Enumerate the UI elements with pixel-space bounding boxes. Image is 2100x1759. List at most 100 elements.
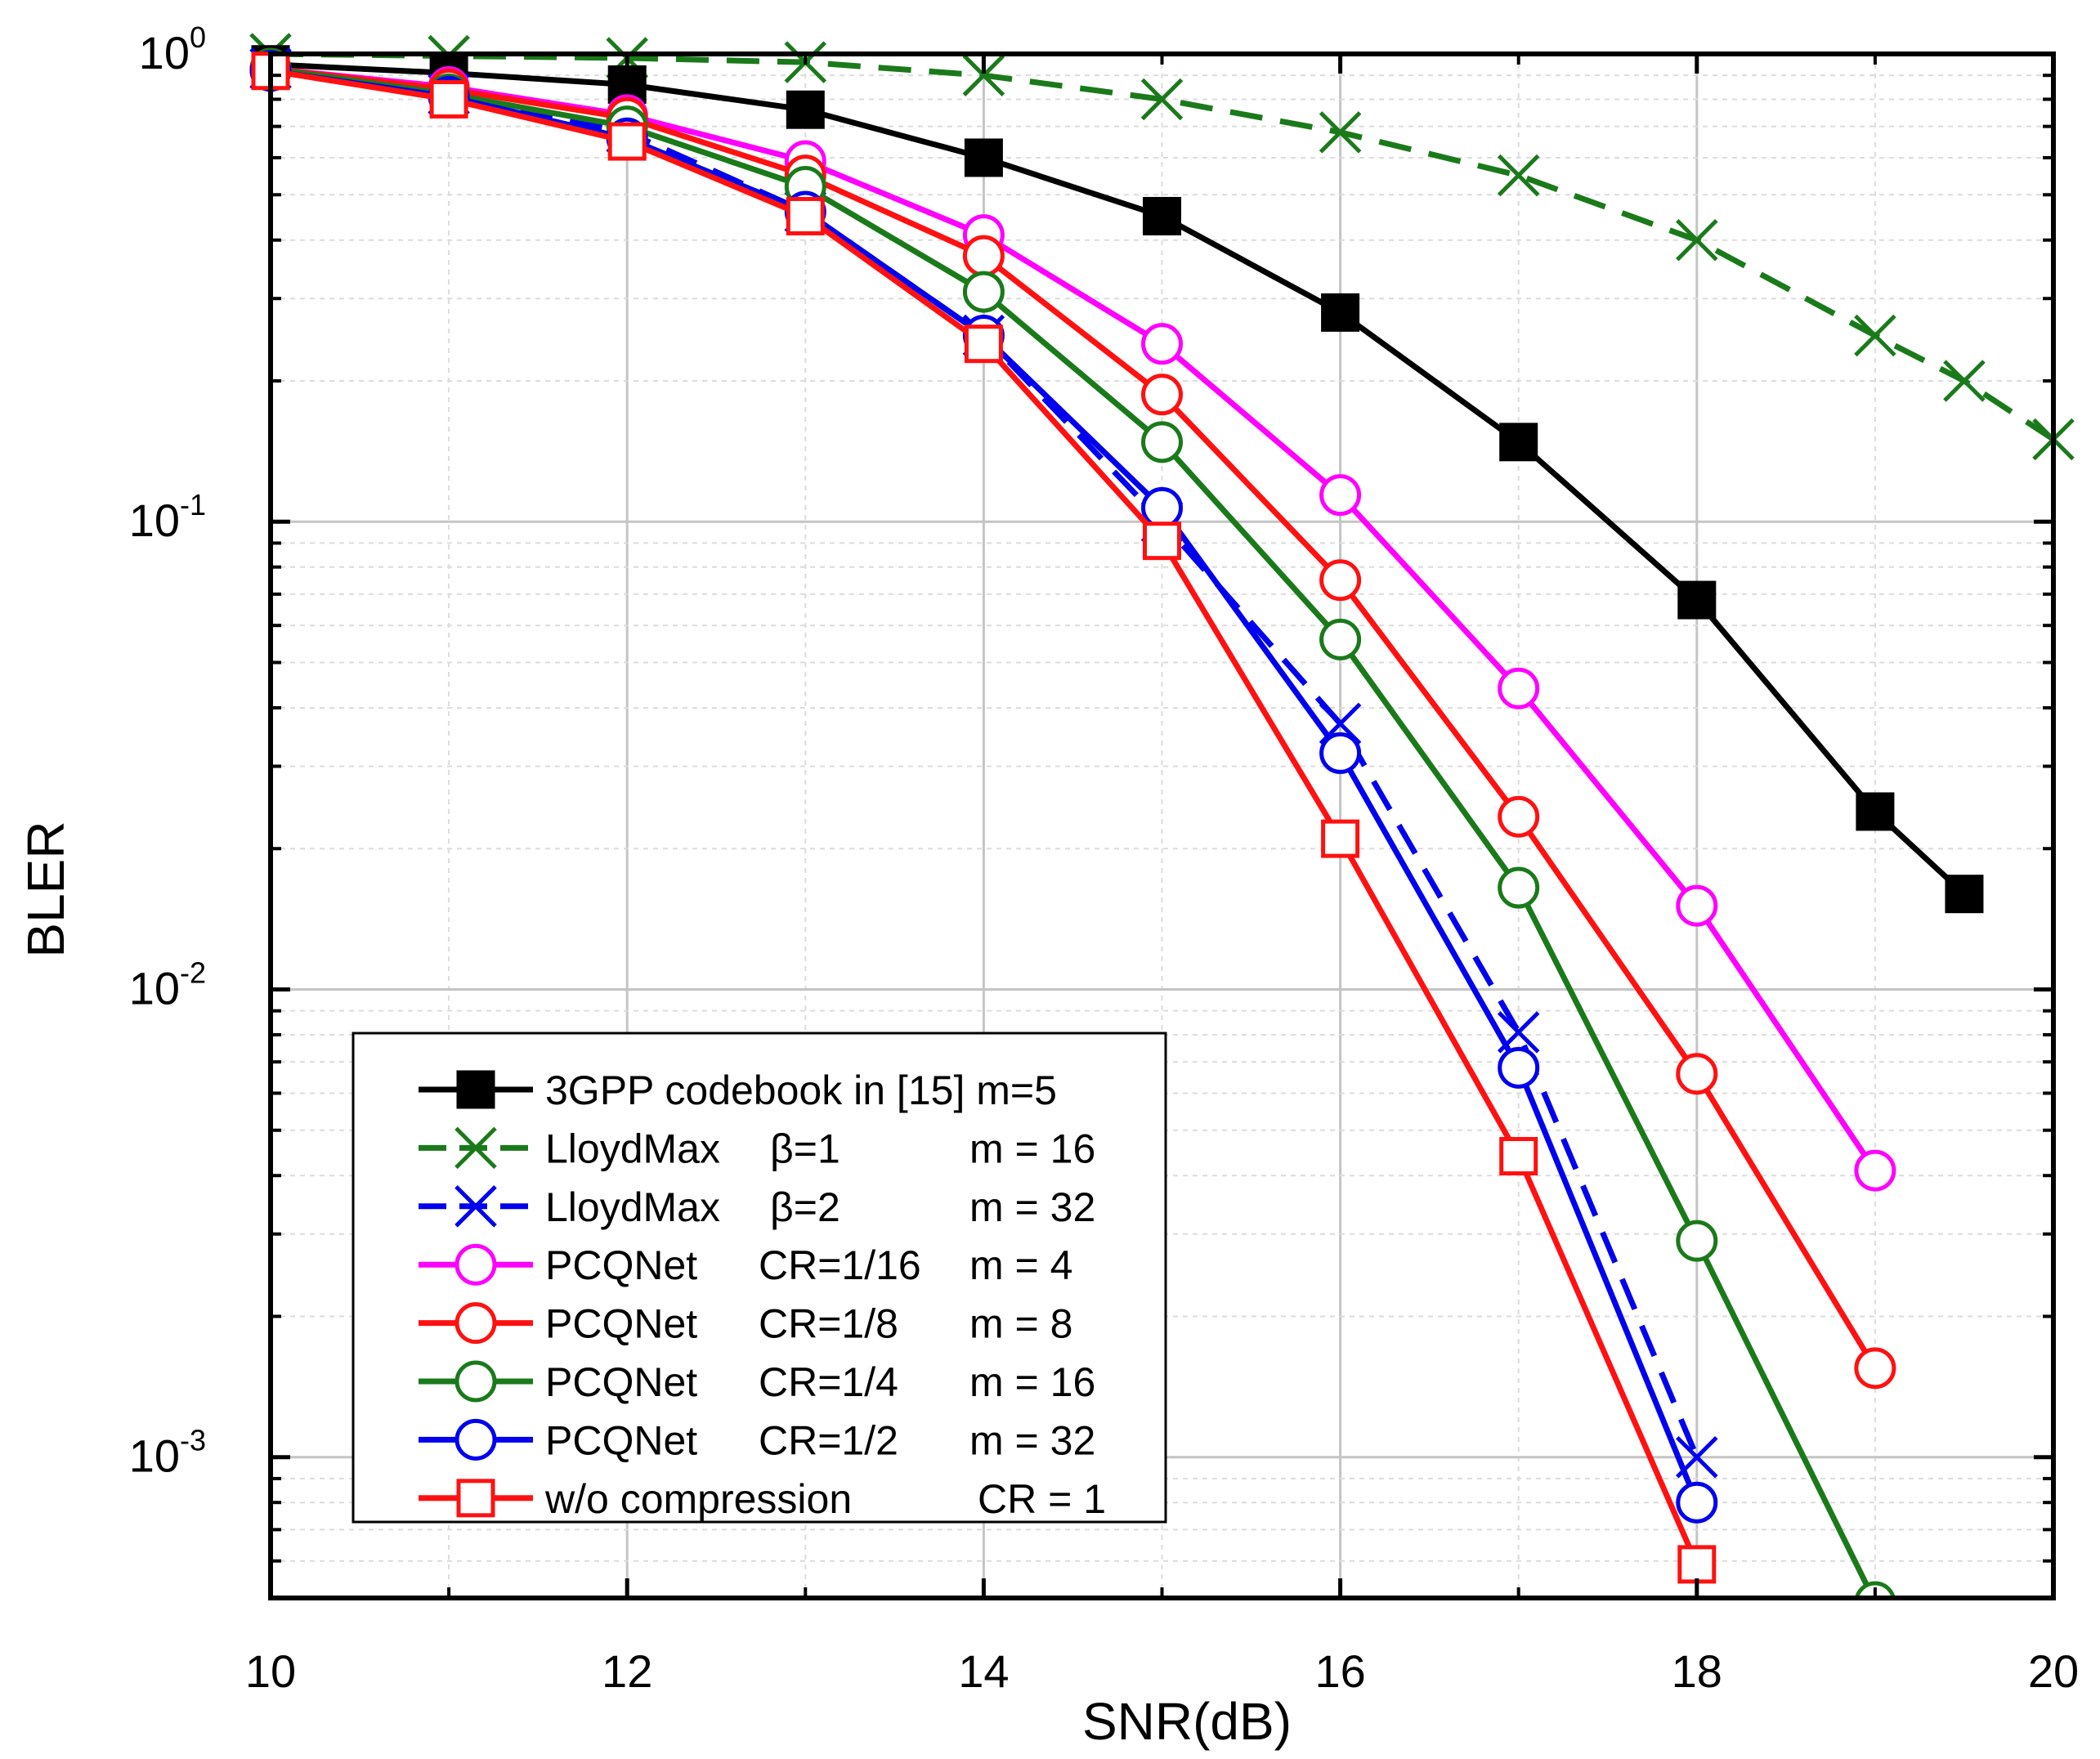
data-point bbox=[1141, 323, 1183, 365]
data-point bbox=[1499, 423, 1538, 462]
data-point bbox=[1319, 474, 1362, 517]
data-point bbox=[1141, 421, 1183, 463]
legend-label-value: m = 16 bbox=[969, 1359, 1095, 1405]
data-point bbox=[429, 79, 468, 119]
legend-label-value: m = 8 bbox=[969, 1301, 1072, 1347]
legend-label-param: CR=1/2 bbox=[759, 1417, 898, 1463]
y-tick-label-exponent: -2 bbox=[180, 956, 206, 989]
data-point bbox=[1141, 374, 1183, 416]
y-tick-label-base: 10 bbox=[129, 962, 180, 1014]
data-point bbox=[964, 138, 1003, 177]
data-point bbox=[1319, 111, 1362, 154]
y-tick-label-base: 10 bbox=[139, 27, 190, 78]
legend-label-name: LloydMax bbox=[545, 1126, 720, 1171]
legend-marker bbox=[456, 1070, 495, 1109]
x-tick-label: 20 bbox=[2028, 1645, 2079, 1697]
data-point bbox=[1140, 78, 1184, 121]
y-tick-label: 10-3 bbox=[129, 1424, 206, 1482]
data-point bbox=[1143, 196, 1181, 235]
data-point bbox=[1854, 314, 1896, 357]
y-tick-label: 10-2 bbox=[129, 956, 206, 1014]
legend-label-name: w/o compression bbox=[544, 1476, 852, 1522]
y-tick-label-base: 10 bbox=[129, 1430, 180, 1482]
data-point bbox=[1676, 218, 1718, 262]
data-point bbox=[1321, 819, 1360, 858]
data-point bbox=[607, 122, 647, 161]
series-line bbox=[270, 65, 1877, 1598]
data-point bbox=[1319, 559, 1362, 602]
data-point bbox=[1945, 875, 1984, 914]
data-point bbox=[1854, 1149, 1896, 1192]
series-line bbox=[270, 65, 1878, 1370]
y-axis-title: BLER bbox=[16, 821, 75, 957]
x-tick-label: 18 bbox=[1672, 1645, 1722, 1697]
legend-label-name: 3GPP codebook in [15] m=5 bbox=[545, 1067, 1057, 1113]
data-point bbox=[1676, 1220, 1718, 1262]
legend-label-param: CR=1/8 bbox=[759, 1301, 898, 1347]
data-point bbox=[1856, 792, 1895, 831]
legend-marker bbox=[456, 1479, 495, 1518]
data-point bbox=[1497, 154, 1540, 197]
series-line bbox=[270, 51, 2055, 442]
legend-entry-6: PCQNet CR=1/2 m = 32 bbox=[419, 1417, 1095, 1463]
legend-label-param: β=1 bbox=[770, 1126, 840, 1171]
legend-label-name: PCQNet bbox=[545, 1359, 697, 1405]
legend-entry-1: LloydMax β=1 m = 16 bbox=[419, 1126, 1095, 1171]
data-point bbox=[1498, 1046, 1540, 1089]
legend-entry-3: PCQNet CR=1/16 m = 4 bbox=[419, 1242, 1072, 1288]
legend-label-name: PCQNet bbox=[545, 1301, 697, 1347]
data-point bbox=[1498, 795, 1540, 838]
data-point bbox=[1676, 884, 1718, 927]
data-point bbox=[962, 235, 1005, 277]
legend-marker bbox=[454, 1243, 497, 1286]
data-point bbox=[1319, 618, 1362, 660]
x-tick-label: 12 bbox=[602, 1645, 652, 1697]
data-point bbox=[1498, 667, 1540, 709]
legend-entry-4: PCQNet CR=1/8 m = 8 bbox=[419, 1301, 1072, 1347]
legend-entry-5: PCQNet CR=1/4 m = 16 bbox=[419, 1359, 1095, 1405]
legend-label-value: m = 32 bbox=[969, 1417, 1095, 1463]
legend-label-name: LloydMax bbox=[545, 1184, 720, 1230]
legend-label-value: m = 32 bbox=[969, 1184, 1095, 1230]
x-tick-label: 10 bbox=[245, 1645, 296, 1697]
data-point bbox=[962, 271, 1005, 313]
legend-entry-0: 3GPP codebook in [15] m=5 bbox=[419, 1067, 1057, 1113]
data-point bbox=[1141, 486, 1183, 529]
data-point bbox=[964, 324, 1003, 364]
x-axis-title: SNR(dB) bbox=[1082, 1692, 1292, 1751]
series-layer bbox=[249, 33, 2075, 1598]
series-0 bbox=[251, 45, 1984, 914]
legend: 3GPP codebook in [15] m=5 LloydMax β=1 m = … bbox=[351, 1032, 1167, 1524]
legend-label-param: CR=1/16 bbox=[759, 1242, 921, 1288]
data-point bbox=[1499, 1137, 1538, 1176]
data-point bbox=[1319, 732, 1362, 774]
y-tick-label-exponent: -1 bbox=[180, 488, 206, 521]
y-tick-label: 10-1 bbox=[129, 488, 206, 546]
data-point bbox=[1677, 580, 1717, 620]
data-point bbox=[1143, 521, 1181, 561]
legend-label-value: m = 16 bbox=[969, 1126, 1095, 1171]
x-tick-label: 16 bbox=[1314, 1645, 1365, 1697]
axis-ticks bbox=[268, 51, 2056, 1600]
data-point bbox=[786, 90, 825, 129]
data-point bbox=[962, 54, 1005, 96]
legend-label-name: PCQNet bbox=[545, 1242, 697, 1288]
legend-marker bbox=[454, 1302, 497, 1345]
y-tick-label: 100 bbox=[139, 20, 206, 78]
legend-entry-7: w/o compression CR = 1 bbox=[419, 1476, 1106, 1522]
y-tick-label-exponent: 0 bbox=[190, 20, 206, 54]
legend-label-value: CR = 1 bbox=[978, 1476, 1106, 1522]
x-tick-labels: 10 12 14 16 18 20 bbox=[245, 1645, 2079, 1697]
legend-marker bbox=[454, 1126, 497, 1170]
legend-marker bbox=[454, 1185, 497, 1228]
data-point bbox=[1321, 293, 1360, 332]
legend-marker bbox=[454, 1418, 497, 1461]
legend-label-value: m = 4 bbox=[969, 1242, 1072, 1288]
legend-label-name: PCQNet bbox=[545, 1417, 697, 1463]
data-point bbox=[1676, 1481, 1718, 1524]
legend-entry-2: LloydMax β=2 m = 32 bbox=[419, 1184, 1095, 1230]
y-tick-label-exponent: -3 bbox=[180, 1424, 206, 1457]
data-point bbox=[1677, 1545, 1717, 1584]
